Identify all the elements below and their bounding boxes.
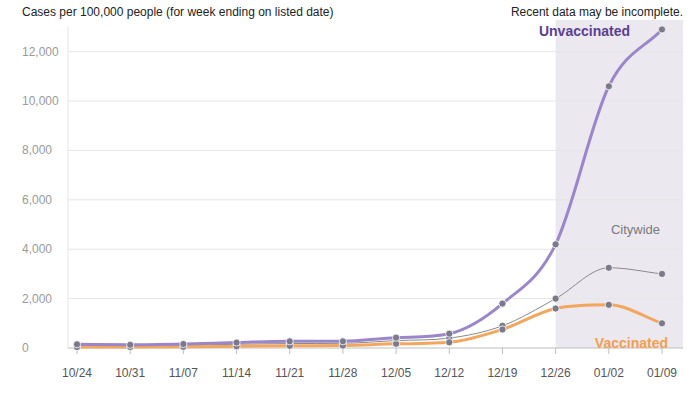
x-tick-label: 10/31 bbox=[115, 366, 145, 380]
x-tick-label: 11/14 bbox=[222, 366, 251, 380]
series-line bbox=[77, 29, 662, 344]
x-tick-label: 12/12 bbox=[434, 366, 464, 380]
data-point bbox=[446, 330, 453, 337]
x-tick-label: 12/26 bbox=[541, 366, 571, 380]
data-point bbox=[499, 326, 506, 333]
title: Cases per 100,000 people (for week endin… bbox=[22, 5, 334, 19]
grid-line bbox=[68, 51, 683, 52]
x-tick-label: 11/28 bbox=[328, 366, 357, 380]
x-tick-label: 10/24 bbox=[62, 366, 92, 380]
data-point bbox=[286, 338, 293, 345]
annotation: Recent data may be incomplete. bbox=[511, 5, 683, 19]
series-label: Unvaccinated bbox=[539, 23, 630, 39]
data-point bbox=[605, 83, 612, 90]
x-tick-label: 12/05 bbox=[381, 366, 411, 380]
data-point bbox=[552, 295, 559, 302]
data-point bbox=[658, 26, 665, 33]
data-point bbox=[605, 264, 612, 271]
y-tick-label: 8,000 bbox=[22, 143, 52, 157]
data-point bbox=[233, 339, 240, 346]
y-tick-label: 12,000 bbox=[22, 45, 59, 59]
x-tick-label: 01/02 bbox=[594, 366, 624, 380]
grid-line bbox=[68, 150, 683, 151]
data-point bbox=[73, 341, 80, 348]
chart: Recent data may be incomplete. Cases per … bbox=[0, 0, 700, 395]
grid-line bbox=[68, 249, 683, 250]
data-point bbox=[658, 270, 665, 277]
y-axis-line bbox=[68, 27, 69, 348]
data-point bbox=[605, 301, 612, 308]
x-tick-label: 12/19 bbox=[487, 366, 517, 380]
data-point bbox=[499, 300, 506, 307]
y-tick-label: 2,000 bbox=[22, 292, 52, 306]
data-point bbox=[552, 241, 559, 248]
grid-line bbox=[68, 298, 683, 299]
y-tick-label: 0 bbox=[22, 341, 29, 355]
grid-line bbox=[68, 101, 683, 102]
data-point bbox=[180, 340, 187, 347]
x-tick bbox=[449, 348, 450, 354]
plot-area bbox=[73, 26, 665, 351]
x-tick-label: 11/07 bbox=[169, 366, 198, 380]
y-tick-label: 6,000 bbox=[22, 193, 52, 207]
x-tick-label: 11/21 bbox=[275, 366, 304, 380]
data-point bbox=[552, 305, 559, 312]
series-label: Citywide bbox=[611, 222, 660, 237]
x-tick bbox=[555, 348, 556, 354]
series-label: Vaccinated bbox=[595, 335, 668, 351]
x-tick bbox=[396, 348, 397, 354]
y-tick-label: 10,000 bbox=[22, 94, 59, 108]
grid-line bbox=[68, 199, 683, 200]
data-point bbox=[446, 339, 453, 346]
data-point bbox=[339, 338, 346, 345]
data-point bbox=[127, 341, 134, 348]
x-tick bbox=[502, 348, 503, 354]
data-point bbox=[392, 334, 399, 341]
data-point bbox=[658, 320, 665, 327]
x-tick-label: 01/09 bbox=[647, 366, 677, 380]
y-tick-label: 4,000 bbox=[22, 242, 52, 256]
